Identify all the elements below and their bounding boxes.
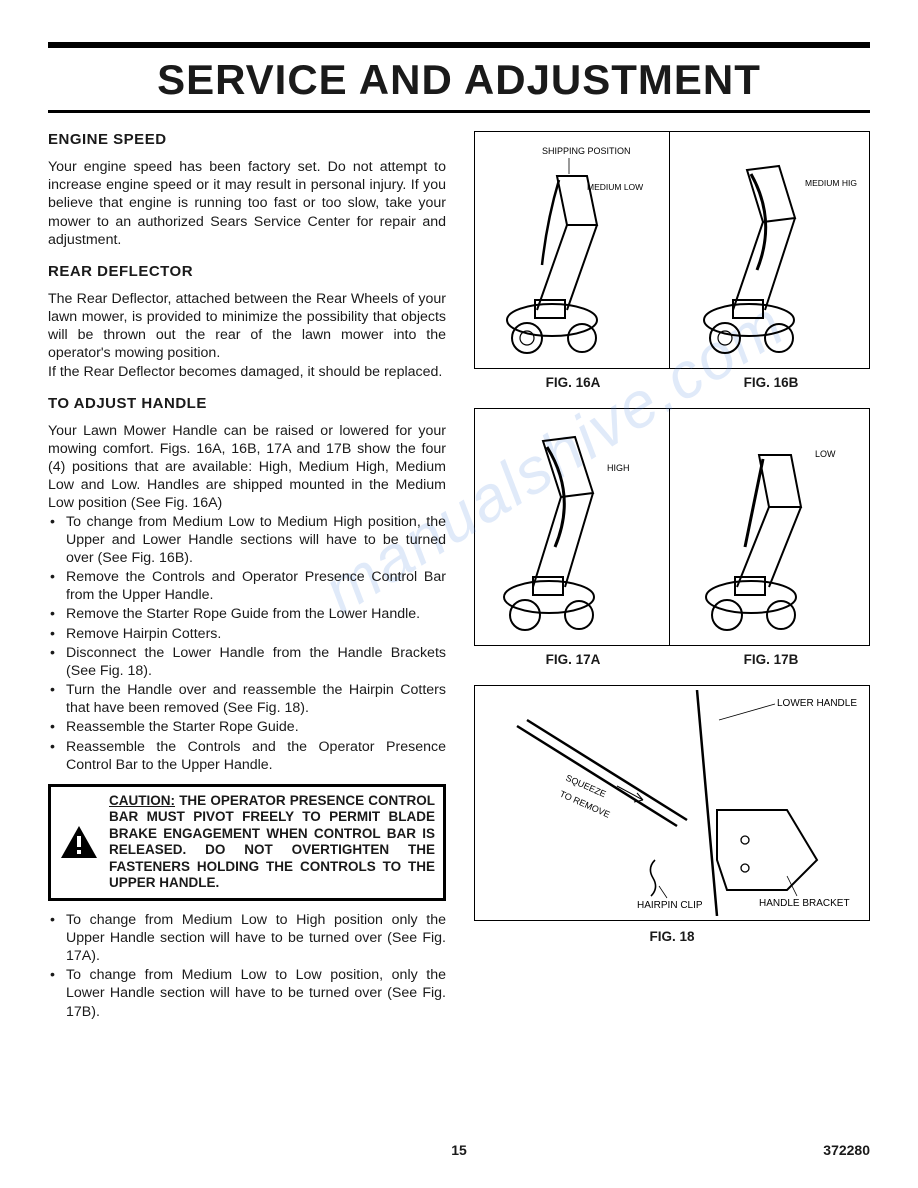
page-number: 15 xyxy=(451,1142,467,1158)
figure-16b: MEDIUM HIGH xyxy=(674,132,869,368)
figure-18: LOWER HANDLE SQUEEZE TO REMOVE HANDLE BR… xyxy=(474,685,870,921)
callout-hairpin: HAIRPIN CLIP xyxy=(637,900,703,911)
fig-label-18: FIG. 18 xyxy=(474,929,870,944)
body-adjust-intro: Your Lawn Mower Handle can be raised or … xyxy=(48,422,446,513)
list-item: To change from Medium Low to Medium High… xyxy=(66,513,446,568)
fig-label-17a: FIG. 17A xyxy=(546,652,601,667)
bullet-list-2: To change from Medium Low to High positi… xyxy=(48,911,446,1021)
left-column: ENGINE SPEED Your engine speed has been … xyxy=(48,131,446,1031)
callout-shipping: SHIPPING POSITION xyxy=(542,146,631,156)
right-column: SHIPPING POSITION MEDIUM LOW xyxy=(474,131,870,1031)
body-rear-deflector-2: If the Rear Deflector becomes damaged, i… xyxy=(48,363,446,381)
fig-label-16a: FIG. 16A xyxy=(546,375,601,390)
list-item: Remove the Controls and Operator Presenc… xyxy=(66,568,446,604)
page-footer: 15 372280 xyxy=(48,1142,870,1158)
figure-17a: HIGH xyxy=(475,409,670,645)
figure-16a: SHIPPING POSITION MEDIUM LOW xyxy=(475,132,670,368)
list-item: Turn the Handle over and reassemble the … xyxy=(66,681,446,717)
figure-row-16: SHIPPING POSITION MEDIUM LOW xyxy=(474,131,870,369)
list-item: To change from Medium Low to Low positio… xyxy=(66,966,446,1021)
figure-16-labels: FIG. 16A FIG. 16B xyxy=(474,375,870,390)
list-item: Disconnect the Lower Handle from the Han… xyxy=(66,644,446,680)
list-item: Remove the Starter Rope Guide from the L… xyxy=(66,605,446,623)
callout-medlow: MEDIUM LOW xyxy=(587,182,643,192)
warning-triangle-icon xyxy=(59,824,99,860)
title-rule xyxy=(48,110,870,113)
bullet-list-1: To change from Medium Low to Medium High… xyxy=(48,513,446,774)
callout-medhigh: MEDIUM HIGH xyxy=(805,178,857,188)
body-engine-speed: Your engine speed has been factory set. … xyxy=(48,158,446,249)
list-item: To change from Medium Low to High positi… xyxy=(66,911,446,966)
figure-row-17: HIGH LOW xyxy=(474,408,870,646)
list-item: Reassemble the Starter Rope Guide. xyxy=(66,718,446,736)
page-title: SERVICE AND ADJUSTMENT xyxy=(48,48,870,110)
caution-box: CAUTION: THE OPERATOR PRESENCE CONTROL B… xyxy=(48,784,446,901)
figure-17-labels: FIG. 17A FIG. 17B xyxy=(474,652,870,667)
document-number: 372280 xyxy=(823,1142,870,1158)
callout-high: HIGH xyxy=(607,463,630,473)
callout-bracket: HANDLE BRACKET xyxy=(759,898,850,909)
caution-text: CAUTION: THE OPERATOR PRESENCE CONTROL B… xyxy=(109,793,435,892)
list-item: Reassemble the Controls and the Operator… xyxy=(66,738,446,774)
list-item: Remove Hairpin Cotters. xyxy=(66,625,446,643)
callout-lower-handle: LOWER HANDLE xyxy=(777,698,857,709)
figure-17b: LOW xyxy=(674,409,869,645)
callout-low: LOW xyxy=(815,449,836,459)
body-rear-deflector-1: The Rear Deflector, attached between the… xyxy=(48,290,446,363)
heading-engine-speed: ENGINE SPEED xyxy=(48,131,446,148)
caution-prefix: CAUTION: xyxy=(109,793,175,808)
fig-label-17b: FIG. 17B xyxy=(744,652,799,667)
heading-adjust-handle: TO ADJUST HANDLE xyxy=(48,395,446,412)
heading-rear-deflector: REAR DEFLECTOR xyxy=(48,263,446,280)
fig-label-16b: FIG. 16B xyxy=(744,375,799,390)
